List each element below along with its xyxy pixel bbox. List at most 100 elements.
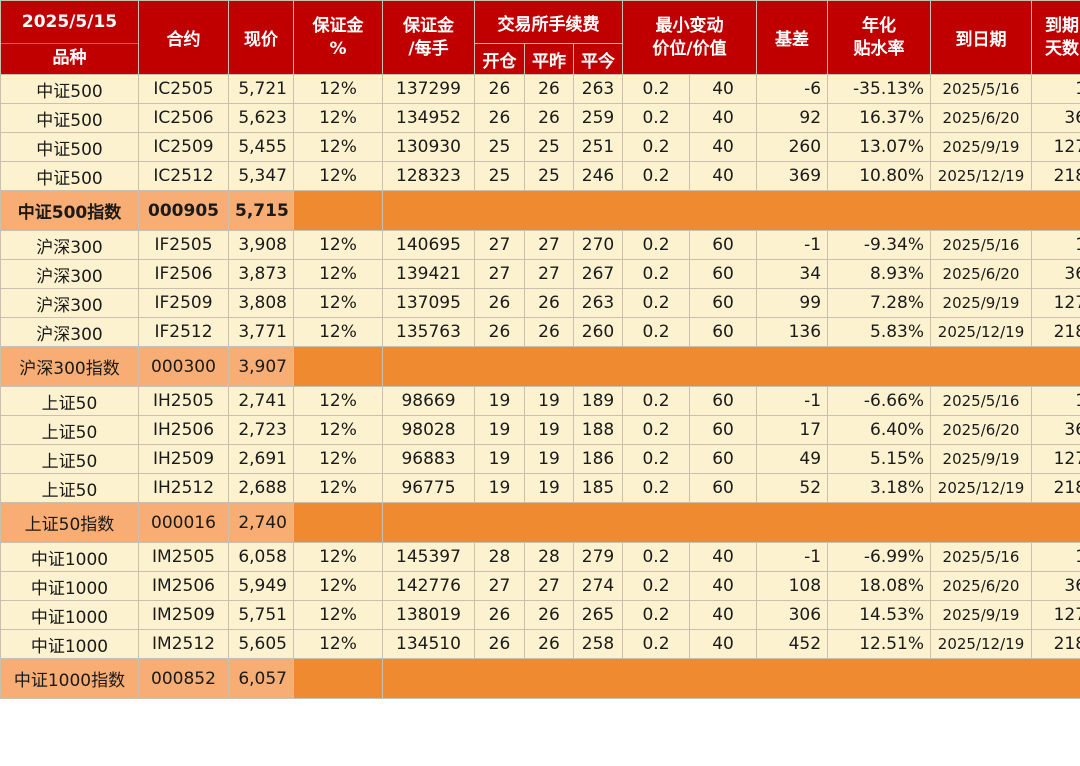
header-margin-pct: 保证金 % <box>293 0 383 75</box>
cell-margin-per-lot: 135763 <box>382 317 475 347</box>
cell-fee-close-today: 246 <box>572 161 624 191</box>
cell-days-to-expiry: 36 <box>1031 259 1080 289</box>
cell-tick-size: 0.2 <box>622 629 691 659</box>
cell-fee-close-yesterday: 28 <box>524 542 574 572</box>
table-row: 中证1000 IM2509 5,751 12% 138019 26 26 265 0.2 40 30… <box>0 600 1080 630</box>
cell-days-to-expiry: 218 <box>1031 317 1080 347</box>
cell-margin-pct: 12% <box>293 259 383 289</box>
cell-days-to-expiry: 1 <box>1031 386 1080 416</box>
cell-tick-size: 0.2 <box>622 161 691 191</box>
header-tick-line2: 价位/价值 <box>652 38 727 59</box>
header-date-variety: 2025/5/15 品种 <box>0 0 139 75</box>
cell-variety: 中证500 <box>0 132 139 162</box>
cell-fee-close-today: 251 <box>572 132 624 162</box>
cell-fee-close-today: 263 <box>572 74 624 104</box>
index-filler <box>293 346 383 387</box>
cell-variety: 上证50 <box>0 386 139 416</box>
cell-tick-value: 40 <box>689 629 758 659</box>
index-filler <box>293 502 383 543</box>
cell-fee-open: 26 <box>474 288 525 318</box>
table-body: 中证500 IC2505 5,721 12% 137299 26 26 263 0.2 40 -6-… <box>0 74 1080 699</box>
cell-annual-discount: 14.53% <box>827 600 932 630</box>
cell-tick-value: 40 <box>689 571 758 601</box>
cell-variety: 中证500 <box>0 74 139 104</box>
cell-tick-size: 0.2 <box>622 415 691 445</box>
index-filler <box>293 658 383 699</box>
cell-tick-size: 0.2 <box>622 444 691 474</box>
cell-price: 6,058 <box>228 542 294 572</box>
header-basis: 基差 <box>756 0 829 75</box>
index-filler-wide <box>381 190 1080 231</box>
header-fee-open: 开仓 <box>474 43 525 75</box>
cell-tick-size: 0.2 <box>622 386 691 416</box>
cell-contract: IM2509 <box>138 600 229 630</box>
cell-expiry-date: 2025/5/16 <box>930 386 1033 416</box>
cell-price: 2,688 <box>228 473 294 503</box>
cell-tick-value: 60 <box>689 230 758 260</box>
cell-margin-per-lot: 98028 <box>382 415 475 445</box>
index-filler-wide <box>381 658 1080 699</box>
cell-fee-open: 25 <box>474 132 525 162</box>
index-price: 2,740 <box>228 502 294 543</box>
table-row: 上证50 IH2505 2,741 12% 98669 19 19 189 0.2 60 -1 -6.… <box>0 386 1080 416</box>
table-row: 中证1000 IM2506 5,949 12% 142776 27 27 274 0.2 40 10… <box>0 571 1080 601</box>
header-margin-pct-line2: % <box>329 38 347 59</box>
cell-days-to-expiry: 218 <box>1031 161 1080 191</box>
cell-fee-close-today: 265 <box>572 600 624 630</box>
cell-contract: IH2505 <box>138 386 229 416</box>
cell-contract: IC2512 <box>138 161 229 191</box>
table-row: 上证50 IH2509 2,691 12% 96883 19 19 186 0.2 60 49 5.1… <box>0 444 1080 474</box>
cell-margin-per-lot: 137095 <box>382 288 475 318</box>
cell-contract: IM2512 <box>138 629 229 659</box>
table-row: 中证1000 IM2505 6,058 12% 145397 28 28 279 0.2 40 -1… <box>0 542 1080 572</box>
index-name: 上证50指数 <box>0 502 139 543</box>
cell-basis: -1 <box>756 542 829 572</box>
cell-price: 5,623 <box>228 103 294 133</box>
cell-tick-value: 60 <box>689 259 758 289</box>
cell-expiry-date: 2025/6/20 <box>930 571 1033 601</box>
cell-expiry-date: 2025/12/19 <box>930 629 1033 659</box>
cell-price: 2,741 <box>228 386 294 416</box>
cell-contract: IF2506 <box>138 259 229 289</box>
cell-days-to-expiry: 1 <box>1031 74 1080 104</box>
index-filler-wide <box>381 346 1080 387</box>
cell-tick-size: 0.2 <box>622 230 691 260</box>
cell-margin-per-lot: 139421 <box>382 259 475 289</box>
cell-fee-close-yesterday: 25 <box>524 132 574 162</box>
cell-tick-size: 0.2 <box>622 600 691 630</box>
cell-tick-size: 0.2 <box>622 132 691 162</box>
cell-margin-pct: 12% <box>293 230 383 260</box>
cell-variety: 上证50 <box>0 444 139 474</box>
cell-days-to-expiry: 218 <box>1031 629 1080 659</box>
cell-margin-per-lot: 137299 <box>382 74 475 104</box>
cell-basis: -6 <box>756 74 829 104</box>
cell-price: 3,808 <box>228 288 294 318</box>
cell-variety: 中证500 <box>0 103 139 133</box>
cell-fee-open: 19 <box>474 473 525 503</box>
cell-price: 3,873 <box>228 259 294 289</box>
cell-expiry-date: 2025/12/19 <box>930 317 1033 347</box>
cell-basis: 99 <box>756 288 829 318</box>
table-row: 上证50 IH2506 2,723 12% 98028 19 19 188 0.2 60 17 6.4… <box>0 415 1080 445</box>
cell-fee-open: 28 <box>474 542 525 572</box>
cell-basis: 452 <box>756 629 829 659</box>
cell-variety: 上证50 <box>0 473 139 503</box>
cell-fee-close-today: 263 <box>572 288 624 318</box>
cell-fee-open: 26 <box>474 600 525 630</box>
cell-tick-value: 60 <box>689 317 758 347</box>
cell-basis: 260 <box>756 132 829 162</box>
cell-tick-size: 0.2 <box>622 103 691 133</box>
cell-basis: 49 <box>756 444 829 474</box>
cell-tick-size: 0.2 <box>622 288 691 318</box>
cell-margin-pct: 12% <box>293 317 383 347</box>
cell-basis: 136 <box>756 317 829 347</box>
cell-fee-close-today: 274 <box>572 571 624 601</box>
table-row: 沪深300 IF2506 3,873 12% 139421 27 27 267 0.2 60 34 8… <box>0 259 1080 289</box>
cell-contract: IF2509 <box>138 288 229 318</box>
cell-margin-per-lot: 130930 <box>382 132 475 162</box>
cell-tick-value: 60 <box>689 288 758 318</box>
cell-margin-pct: 12% <box>293 161 383 191</box>
cell-expiry-date: 2025/5/16 <box>930 230 1033 260</box>
cell-margin-pct: 12% <box>293 473 383 503</box>
index-row: 中证500指数 000905 5,715 <box>0 190 1080 231</box>
